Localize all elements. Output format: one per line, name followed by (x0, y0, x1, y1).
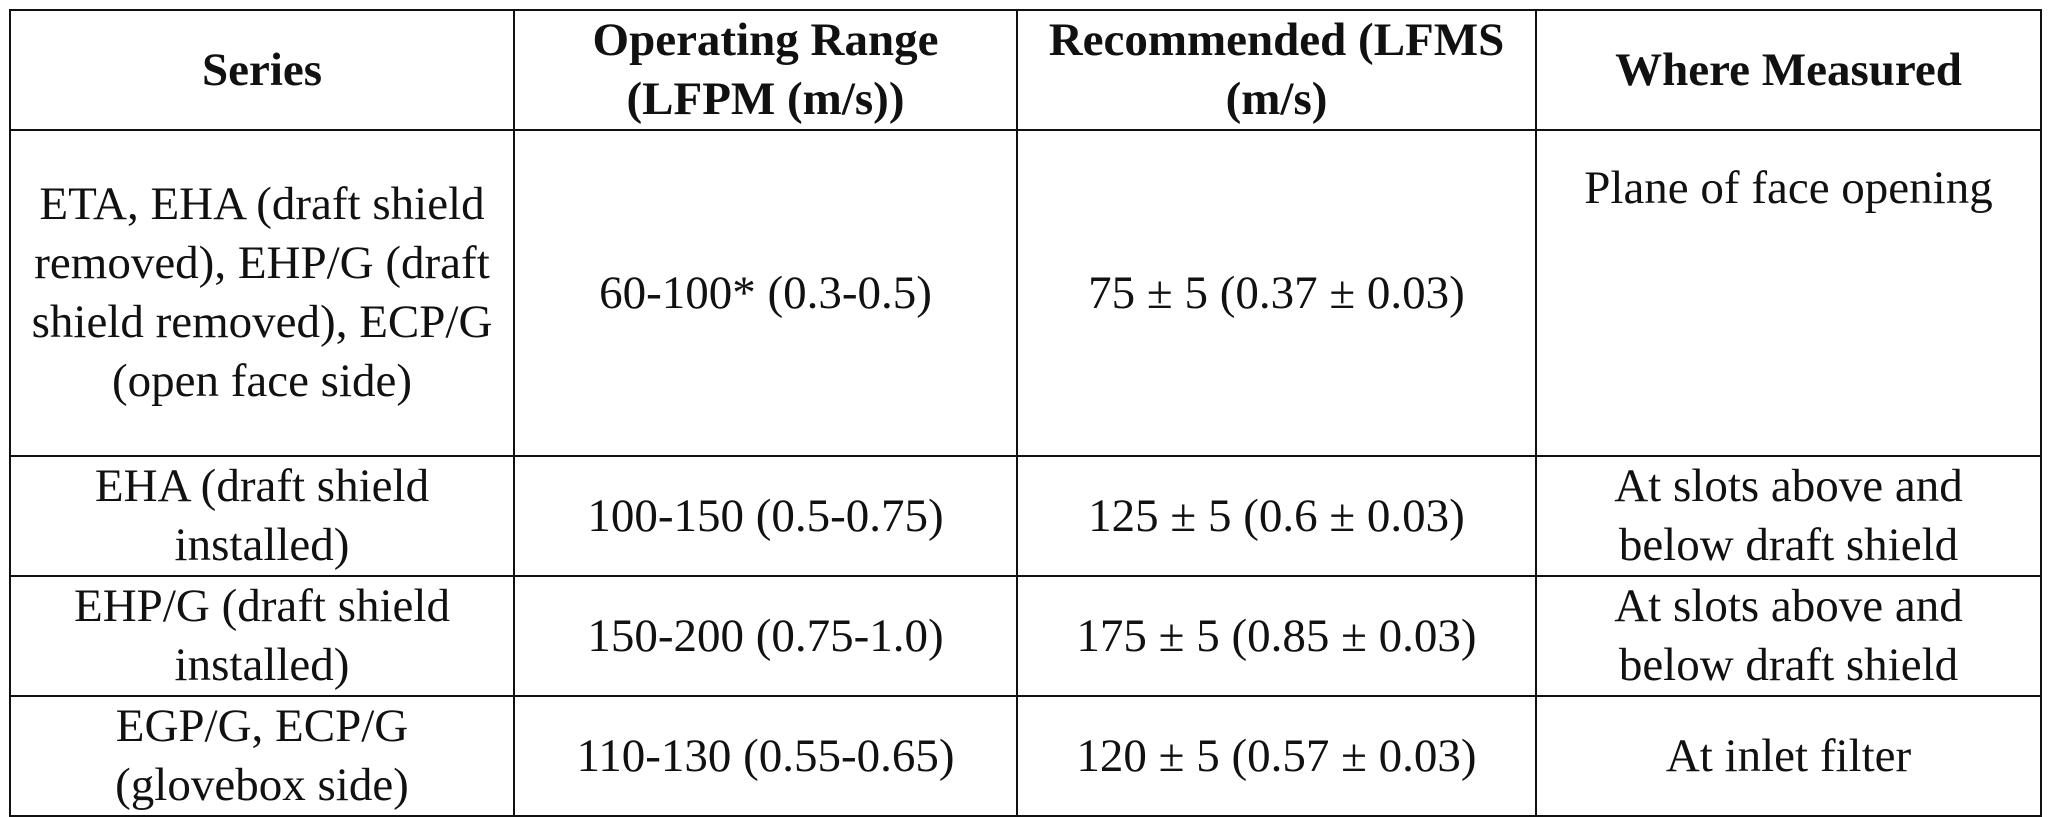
table-cell: 175 ± 5 (0.85 ± 0.03) (1016, 575, 1537, 697)
table-cell: ETA, EHA (draft shield removed), EHP/G (… (9, 129, 515, 457)
header-cell: Series (9, 9, 515, 131)
header-row: Series Operating Range (LFPM (m/s)) Recomm… (9, 9, 2042, 131)
table-body: ETA, EHA (draft shield removed), EHP/G (… (9, 129, 2042, 817)
header-cell: Recommended (LFMS (m/s) (1016, 9, 1537, 131)
header-cell: Where Measured (1535, 9, 2042, 131)
table-cell: 150-200 (0.75-1.0) (513, 575, 1018, 697)
header-cell: Operating Range (LFPM (m/s)) (513, 9, 1018, 131)
table-row: EGP/G, ECP/G (glovebox side) 110-130 (0.5… (9, 695, 2042, 817)
table-cell: At slots above and below draft shield (1535, 575, 2042, 697)
table-cell: At inlet filter (1535, 695, 2042, 817)
table-cell: At slots above and below draft shield (1535, 455, 2042, 577)
table-cell: 120 ± 5 (0.57 ± 0.03) (1016, 695, 1537, 817)
table-cell: 60-100* (0.3-0.5) (513, 129, 1018, 457)
table-cell: EHP/G (draft shield installed) (9, 575, 515, 697)
table-cell: 125 ± 5 (0.6 ± 0.03) (1016, 455, 1537, 577)
table-cell: Plane of face opening (1535, 129, 2042, 457)
table-cell: 100-150 (0.5-0.75) (513, 455, 1018, 577)
table-cell: EGP/G, ECP/G (glovebox side) (9, 695, 515, 817)
table-cell: EHA (draft shield installed) (9, 455, 515, 577)
table-row: EHA (draft shield installed) 100-150 (0.5… (9, 455, 2042, 577)
table-cell: 110-130 (0.55-0.65) (513, 695, 1018, 817)
spec-table: Series Operating Range (LFPM (m/s)) Recomm… (9, 9, 2042, 817)
table-row: ETA, EHA (draft shield removed), EHP/G (… (9, 129, 2042, 457)
table-row: EHP/G (draft shield installed) 150-200 (0… (9, 575, 2042, 697)
table-cell: 75 ± 5 (0.37 ± 0.03) (1016, 129, 1537, 457)
